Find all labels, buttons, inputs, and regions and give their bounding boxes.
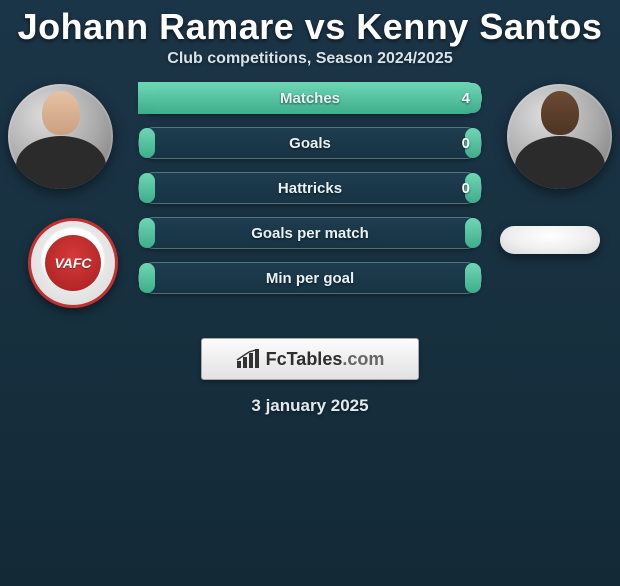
- stat-label: Hattricks: [138, 172, 482, 204]
- player-left-avatar: [8, 84, 113, 189]
- player-left-club-badge: VAFC: [28, 218, 118, 308]
- page-title: Johann Ramare vs Kenny Santos: [0, 6, 620, 48]
- stat-row: Matches4: [138, 82, 482, 114]
- watermark-text: FcTables.com: [266, 349, 385, 370]
- stat-value-right: 0: [450, 172, 482, 204]
- watermark-domain: .com: [342, 349, 384, 369]
- stat-label: Min per goal: [138, 262, 482, 294]
- stat-row: Goals0: [138, 127, 482, 159]
- stat-label: Matches: [138, 82, 482, 114]
- stat-bars: Matches4Goals0Hattricks0Goals per matchM…: [138, 82, 482, 294]
- subtitle: Club competitions, Season 2024/2025: [0, 50, 620, 68]
- stat-row: Min per goal: [138, 262, 482, 294]
- stat-label: Goals per match: [138, 217, 482, 249]
- bar-chart-icon: [236, 349, 260, 369]
- watermark-badge: FcTables.com: [201, 338, 419, 380]
- watermark-brand: FcTables: [266, 349, 343, 369]
- stat-row: Goals per match: [138, 217, 482, 249]
- player-right-club-badge: [500, 226, 600, 254]
- stat-value-right: 0: [450, 127, 482, 159]
- comparison-arena: VAFC Matches4Goals0Hattricks0Goals per m…: [0, 90, 620, 320]
- stat-value-right: 4: [450, 82, 482, 114]
- player-right-avatar: [507, 84, 612, 189]
- stat-row: Hattricks0: [138, 172, 482, 204]
- stat-label: Goals: [138, 127, 482, 159]
- snapshot-date: 3 january 2025: [0, 396, 620, 416]
- club-left-abbrev: VAFC: [45, 235, 101, 291]
